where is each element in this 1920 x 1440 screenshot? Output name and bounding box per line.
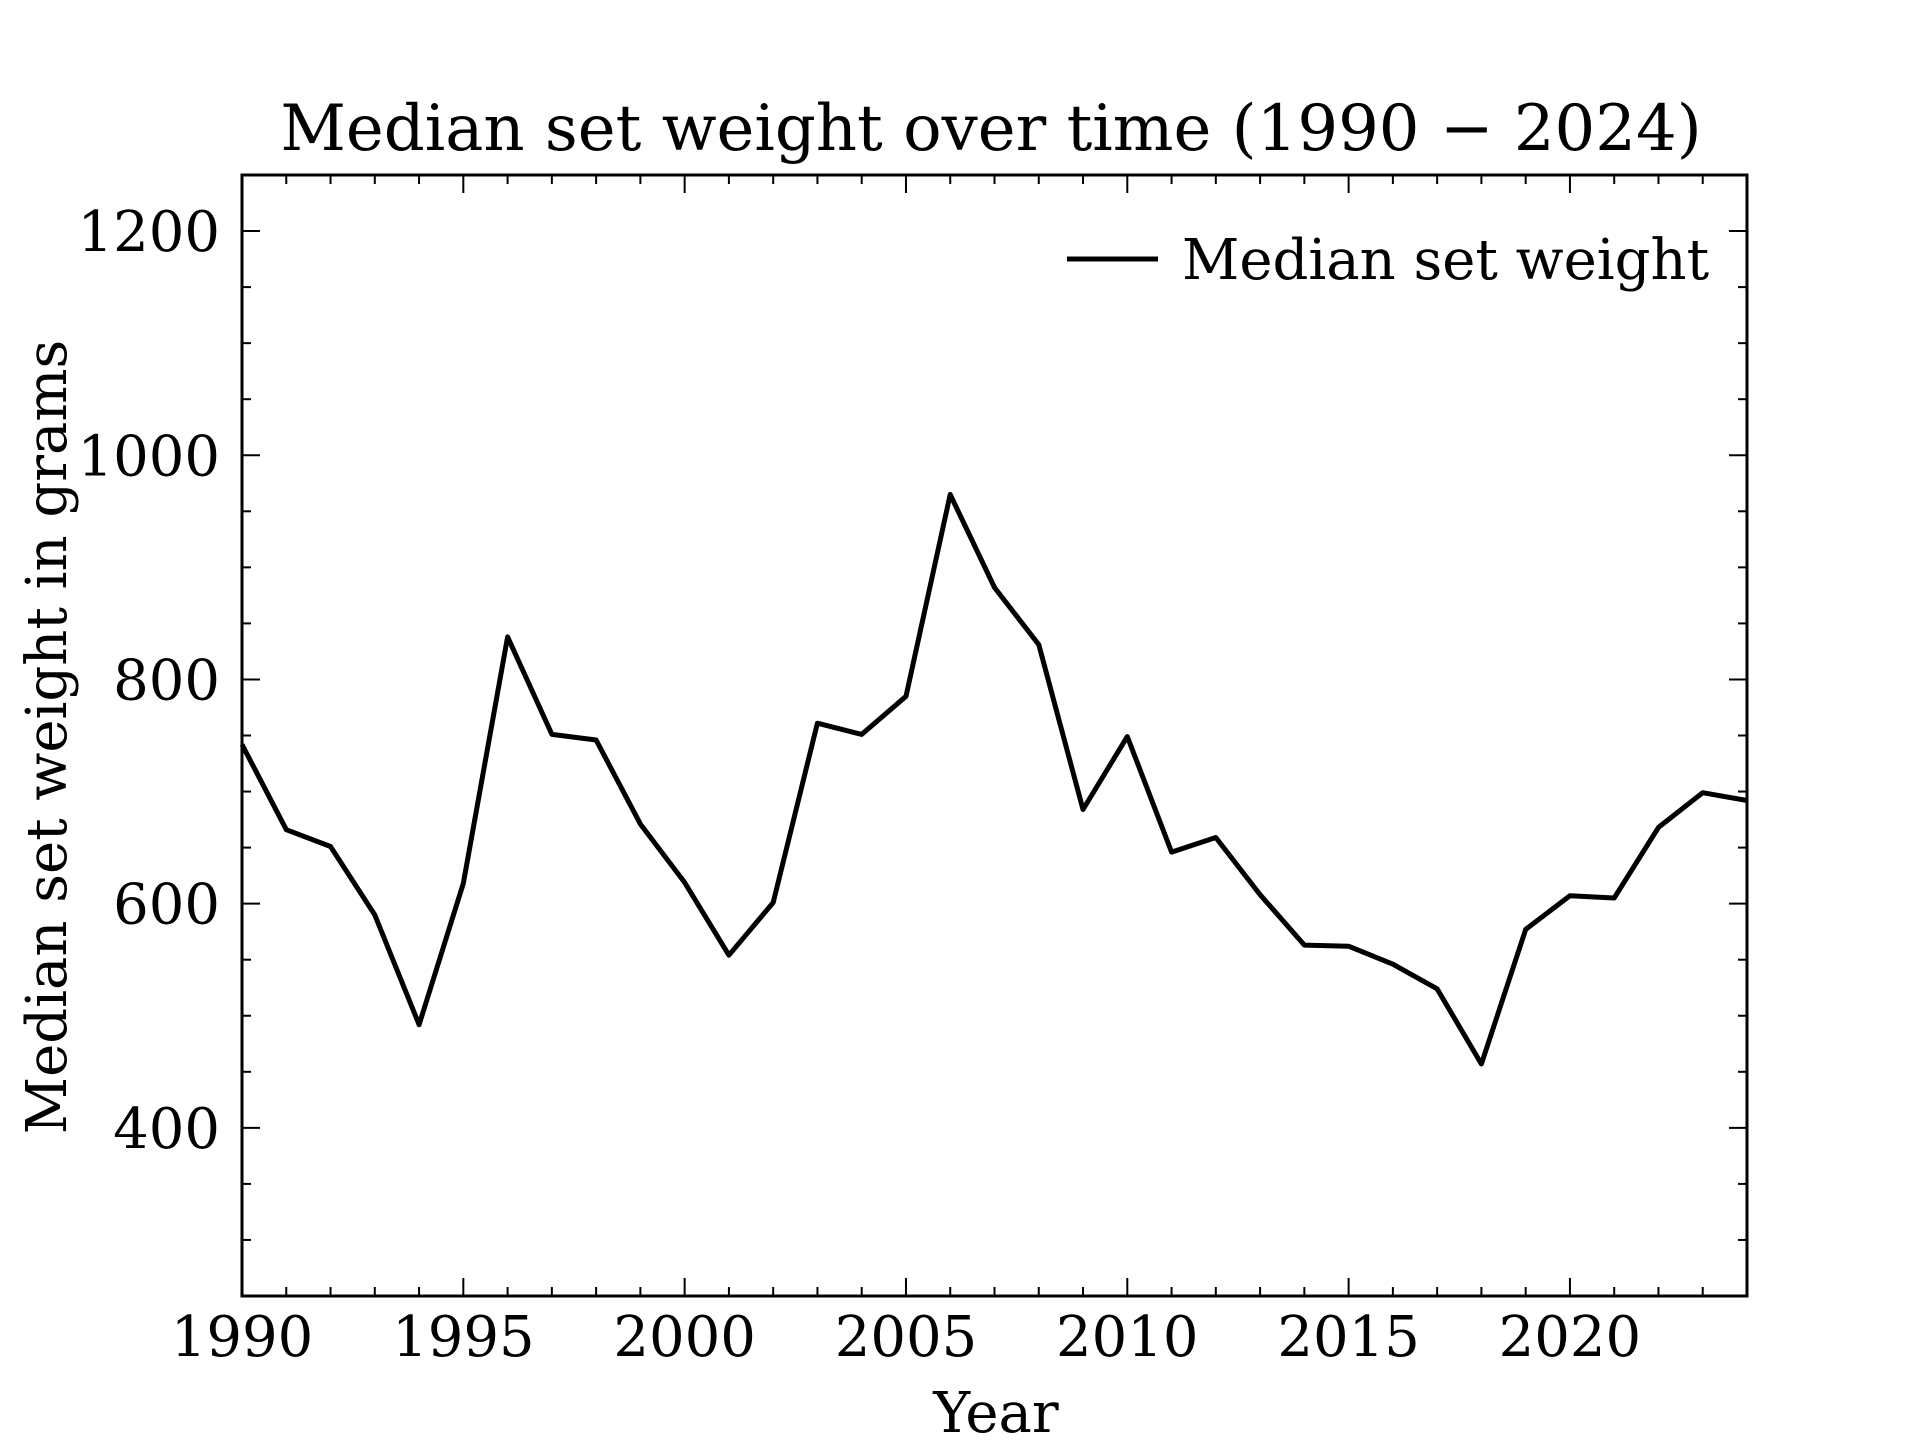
x-tick-label: 2000 bbox=[613, 1305, 756, 1370]
y-tick-label: 600 bbox=[113, 873, 220, 938]
x-tick-label: 1990 bbox=[171, 1305, 314, 1370]
plot-area: 1990 1995 2000 2005 2010 2015 2020 400 600 800 100… bbox=[77, 173, 1749, 1370]
y-tick-label: 800 bbox=[113, 648, 220, 713]
plot-frame bbox=[240, 173, 1749, 1298]
x-axis-label: Year bbox=[932, 1381, 1059, 1440]
x-tick-label: 2015 bbox=[1277, 1305, 1420, 1370]
legend: Median set weight bbox=[1067, 228, 1710, 293]
y-tick-label: 1200 bbox=[77, 200, 220, 265]
y-tick-label: 1000 bbox=[77, 424, 220, 489]
series-line bbox=[239, 492, 1748, 1067]
x-tick-label: 2020 bbox=[1499, 1305, 1642, 1370]
x-tick-label: 2005 bbox=[835, 1305, 978, 1370]
y-axis-label: Median set weight in grams bbox=[15, 340, 80, 1135]
chart-title: Median set weight over time (1990 − 2024… bbox=[280, 92, 1701, 166]
y-tick-label: 400 bbox=[113, 1097, 220, 1162]
legend-label: Median set weight bbox=[1182, 228, 1710, 293]
x-tick-label: 1995 bbox=[392, 1305, 535, 1370]
x-tick-label: 2010 bbox=[1056, 1305, 1199, 1370]
